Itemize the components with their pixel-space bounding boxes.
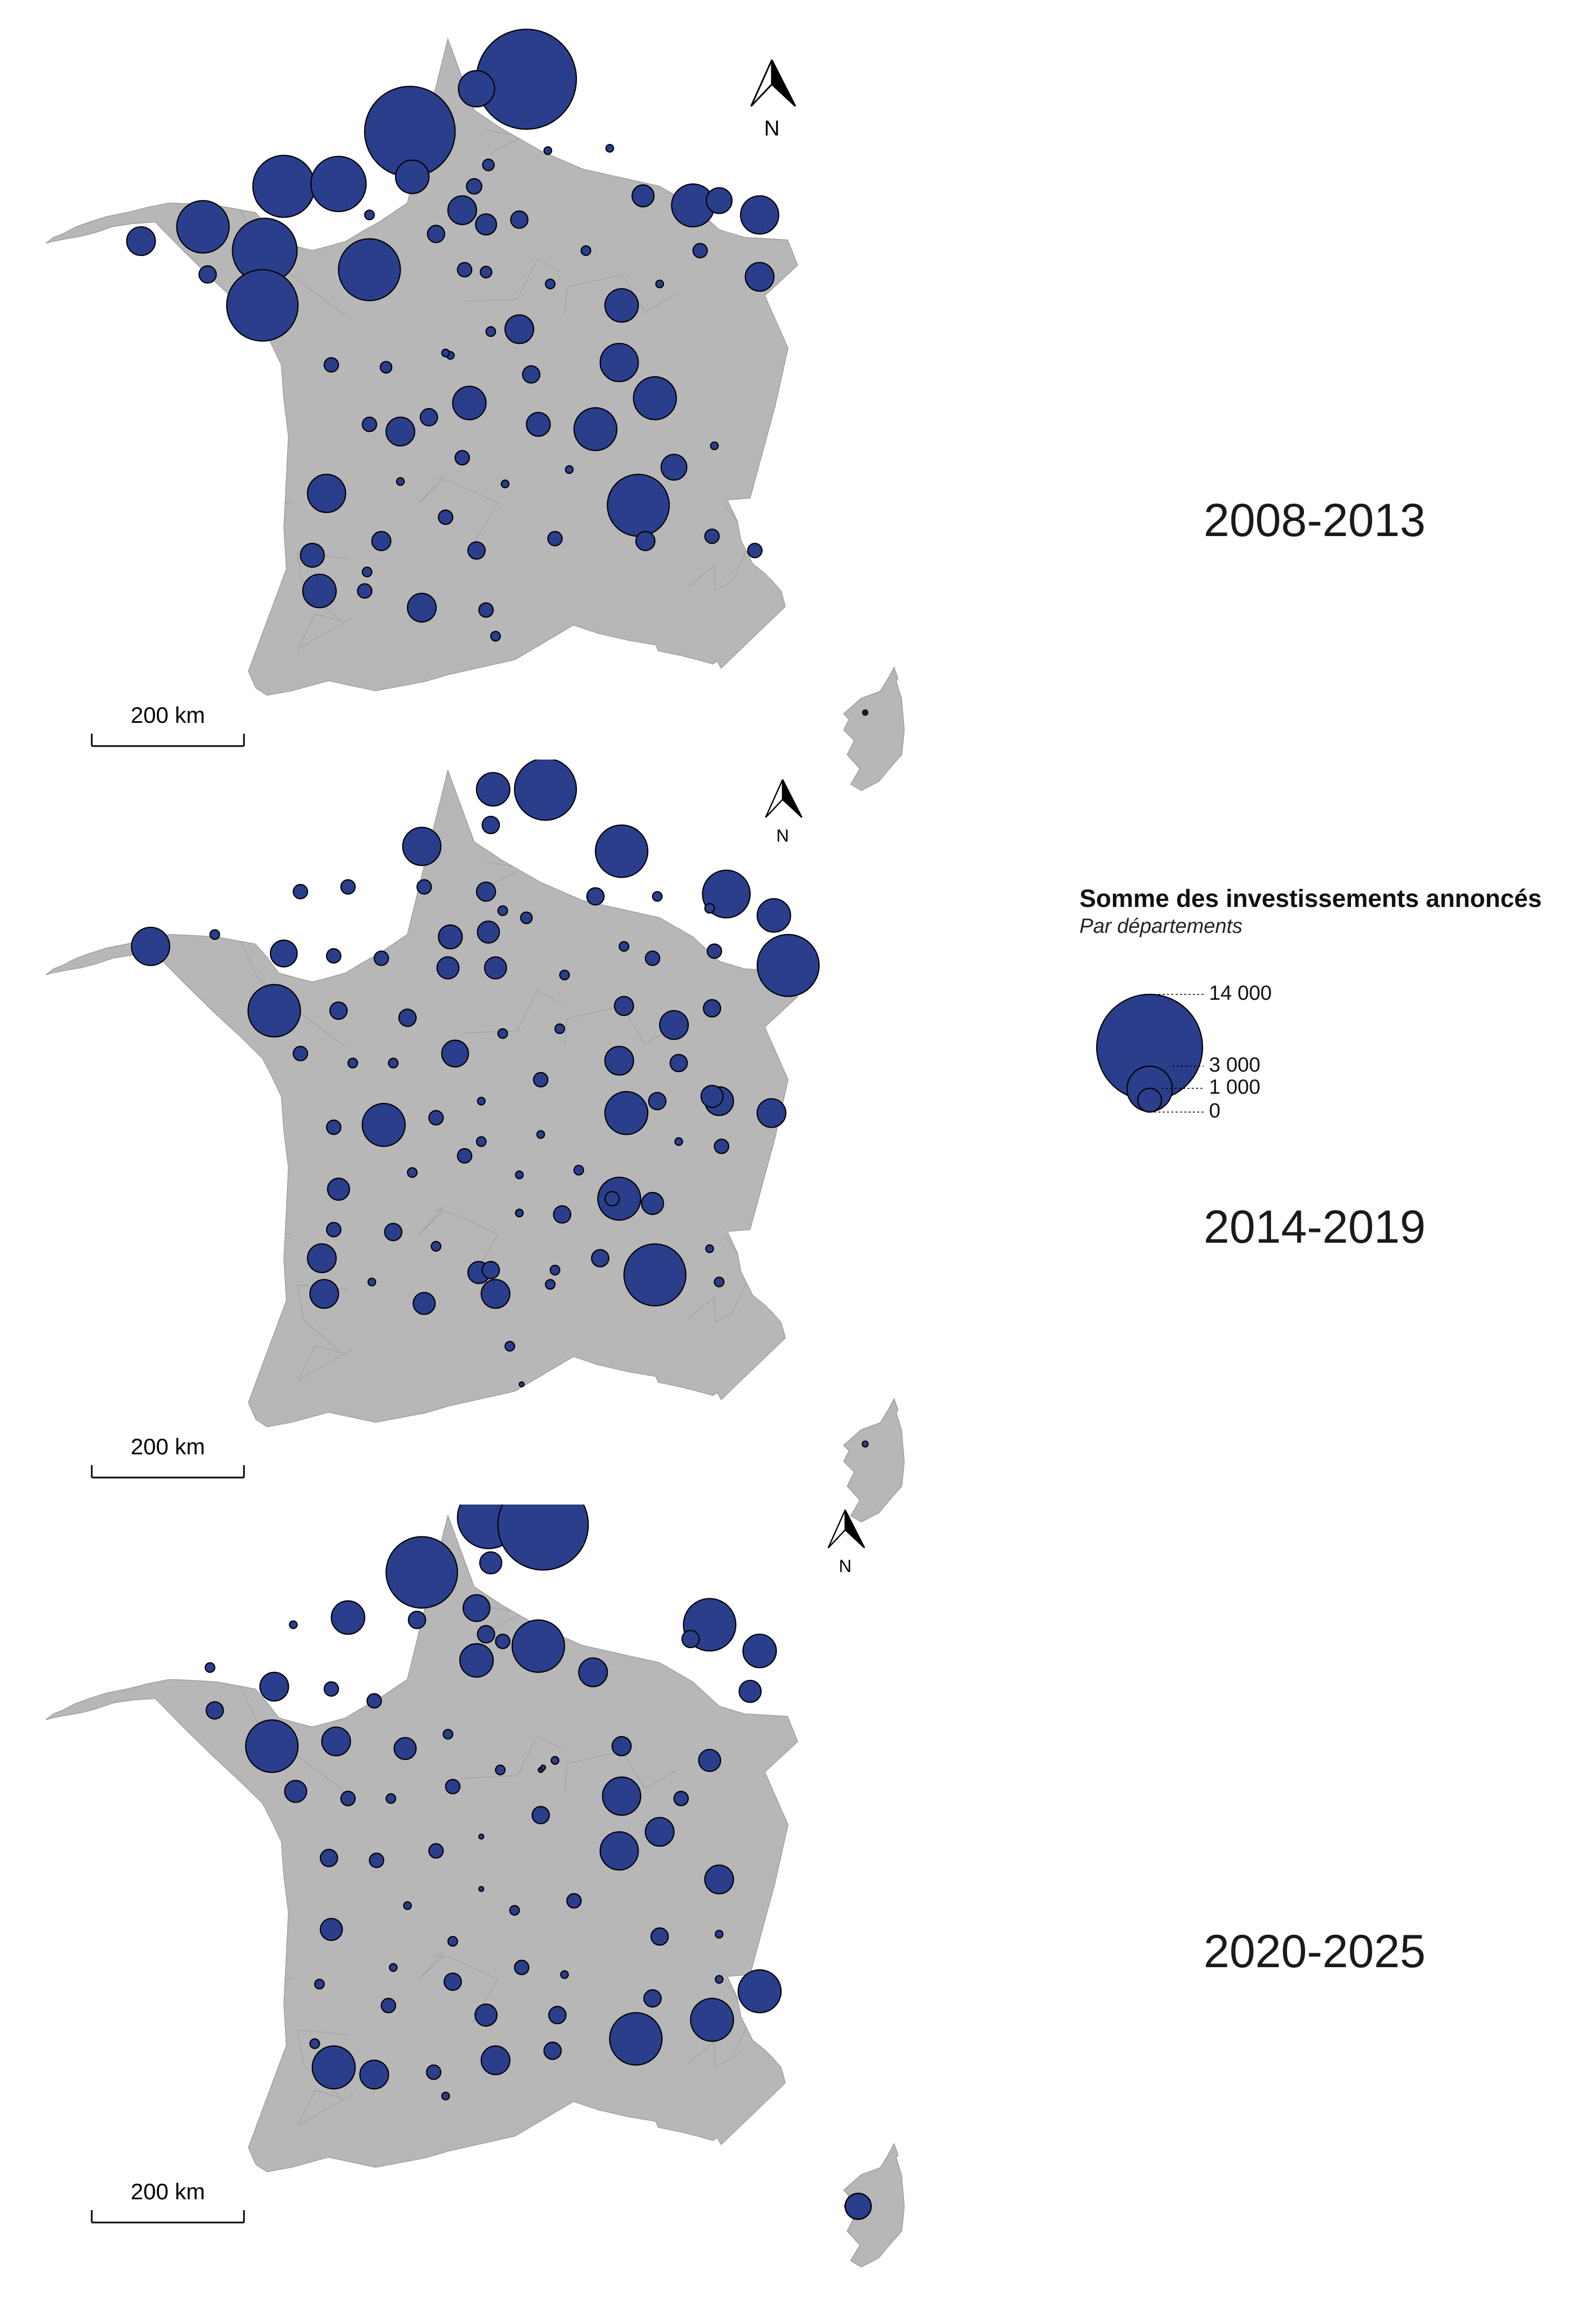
svg-text:14 000: 14 000 bbox=[1209, 982, 1272, 1005]
svg-text:200 km: 200 km bbox=[131, 2179, 205, 2204]
svg-text:Par départements: Par départements bbox=[1079, 915, 1242, 938]
svg-text:200 km: 200 km bbox=[131, 1434, 205, 1459]
svg-text:N: N bbox=[776, 825, 789, 845]
svg-text:3 000: 3 000 bbox=[1209, 1054, 1260, 1076]
svg-text:Somme des investissements anno: Somme des investissements annoncés bbox=[1079, 885, 1541, 912]
svg-text:N: N bbox=[764, 117, 780, 140]
svg-text:0: 0 bbox=[1209, 1100, 1220, 1122]
svg-text:200 km: 200 km bbox=[131, 702, 205, 728]
svg-text:N: N bbox=[839, 1556, 852, 1576]
svg-text:1 000: 1 000 bbox=[1209, 1076, 1260, 1099]
